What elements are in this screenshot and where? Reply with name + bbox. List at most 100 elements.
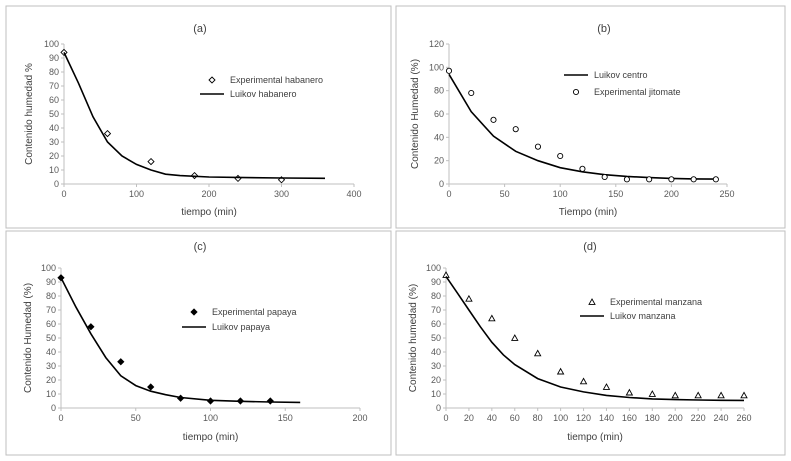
x-tick-label: 150 bbox=[608, 189, 623, 199]
x-tick-label: 0 bbox=[443, 413, 448, 423]
data-point bbox=[556, 367, 565, 375]
chart-title: (d) bbox=[583, 241, 596, 253]
y-axis-title: Contenido Humedad (%) bbox=[410, 59, 421, 169]
data-point bbox=[671, 391, 679, 399]
x-tick-label: 60 bbox=[510, 413, 520, 423]
panel-frame bbox=[5, 230, 392, 456]
y-tick-label: 100 bbox=[44, 39, 59, 49]
y-tick-label: 0 bbox=[436, 403, 441, 413]
legend-label: Luikov habanero bbox=[230, 89, 297, 99]
legend-label: Luikov centro bbox=[594, 70, 648, 80]
y-tick-label: 60 bbox=[46, 319, 56, 329]
data-point bbox=[490, 116, 497, 123]
y-tick-label: 0 bbox=[54, 179, 59, 189]
legend-marker-swatch bbox=[572, 88, 580, 96]
y-tick-label: 100 bbox=[41, 263, 56, 273]
data-point bbox=[625, 388, 634, 396]
x-tick-label: 100 bbox=[203, 413, 218, 423]
x-tick-label: 20 bbox=[464, 413, 474, 423]
data-point bbox=[690, 176, 697, 183]
panel-frame bbox=[5, 5, 392, 229]
x-tick-label: 220 bbox=[691, 413, 706, 423]
legend-label: Experimental jitomate bbox=[594, 87, 681, 97]
panel-frame bbox=[395, 230, 786, 456]
data-point bbox=[534, 143, 542, 150]
y-tick-label: 0 bbox=[439, 179, 444, 189]
x-tick-label: 240 bbox=[714, 413, 729, 423]
data-point bbox=[147, 157, 155, 166]
y-tick-label: 90 bbox=[46, 277, 56, 287]
chart-title: (b) bbox=[597, 23, 610, 35]
data-point bbox=[602, 383, 611, 390]
y-tick-label: 80 bbox=[49, 67, 59, 77]
x-tick-label: 100 bbox=[129, 189, 144, 199]
y-tick-label: 70 bbox=[431, 305, 441, 315]
x-tick-label: 0 bbox=[61, 189, 66, 199]
chart-panel: 0 10 20 30 40 50 60 70 80 90 100 0 100 200 300 400 (a) ti… bbox=[5, 5, 392, 229]
x-tick-label: 200 bbox=[664, 189, 679, 199]
y-tick-label: 20 bbox=[46, 375, 56, 385]
y-tick-label: 30 bbox=[46, 361, 56, 371]
x-tick-label: 80 bbox=[533, 413, 543, 423]
series-line bbox=[445, 275, 745, 402]
chart-panel: 0 10 20 30 40 50 60 70 80 90 100 0 20 40 60 80 100 120 140… bbox=[395, 230, 786, 456]
y-tick-label: 10 bbox=[49, 165, 59, 175]
y-tick-label: 70 bbox=[49, 81, 59, 91]
legend-marker-swatch bbox=[588, 298, 596, 305]
legend-label: Experimental manzana bbox=[610, 297, 702, 307]
y-tick-label: 80 bbox=[431, 291, 441, 301]
x-tick-label: 180 bbox=[645, 413, 660, 423]
y-tick-label: 40 bbox=[46, 347, 56, 357]
x-tick-label: 50 bbox=[131, 413, 141, 423]
x-tick-label: 250 bbox=[719, 189, 734, 199]
x-tick-label: 300 bbox=[274, 189, 289, 199]
y-tick-label: 40 bbox=[434, 132, 444, 142]
y-tick-label: 120 bbox=[429, 39, 444, 49]
data-point bbox=[445, 67, 453, 74]
x-tick-label: 200 bbox=[201, 189, 216, 199]
x-tick-label: 50 bbox=[500, 189, 510, 199]
data-point bbox=[117, 358, 125, 366]
x-tick-label: 200 bbox=[668, 413, 683, 423]
x-tick-label: 400 bbox=[346, 189, 361, 199]
y-tick-label: 30 bbox=[49, 137, 59, 147]
y-tick-label: 20 bbox=[431, 375, 441, 385]
y-tick-label: 100 bbox=[429, 62, 444, 72]
panel-frame bbox=[395, 5, 786, 229]
data-point bbox=[488, 314, 496, 322]
data-point bbox=[601, 173, 608, 181]
chart-panel: 0 10 20 30 40 50 60 70 80 90 100 0 50 100 150 200 (c) tie… bbox=[5, 230, 392, 456]
x-tick-label: 150 bbox=[278, 413, 293, 423]
series-line bbox=[63, 52, 326, 180]
x-tick-label: 100 bbox=[553, 189, 568, 199]
y-tick-label: 50 bbox=[49, 109, 59, 119]
data-point bbox=[533, 349, 542, 357]
x-axis-title: Tiempo (min) bbox=[559, 207, 618, 218]
data-point bbox=[511, 334, 519, 341]
x-tick-label: 0 bbox=[58, 413, 63, 423]
legend-marker-swatch bbox=[208, 76, 216, 84]
y-tick-label: 90 bbox=[431, 277, 441, 287]
y-axis-title: Contenido humedad (%) bbox=[408, 284, 419, 392]
x-tick-label: 100 bbox=[553, 413, 568, 423]
data-point bbox=[468, 89, 475, 97]
y-tick-label: 90 bbox=[49, 53, 59, 63]
y-tick-label: 40 bbox=[49, 123, 59, 133]
y-tick-label: 30 bbox=[431, 361, 441, 371]
x-tick-label: 40 bbox=[487, 413, 497, 423]
y-tick-label: 20 bbox=[49, 151, 59, 161]
x-tick-label: 260 bbox=[736, 413, 751, 423]
data-point bbox=[512, 126, 519, 133]
legend-marker-swatch bbox=[190, 308, 198, 316]
y-tick-label: 40 bbox=[431, 347, 441, 357]
data-point bbox=[87, 323, 95, 331]
data-point bbox=[147, 383, 155, 391]
data-point bbox=[465, 294, 473, 302]
y-tick-label: 20 bbox=[434, 156, 444, 166]
y-tick-label: 10 bbox=[431, 389, 441, 399]
x-axis-title: tiempo (min) bbox=[181, 207, 237, 218]
y-tick-label: 80 bbox=[46, 291, 56, 301]
y-axis-title: Contenido humedad % bbox=[24, 63, 35, 165]
legend-label: Luikov manzana bbox=[610, 311, 676, 321]
x-axis-title: tiempo (min) bbox=[567, 432, 623, 443]
